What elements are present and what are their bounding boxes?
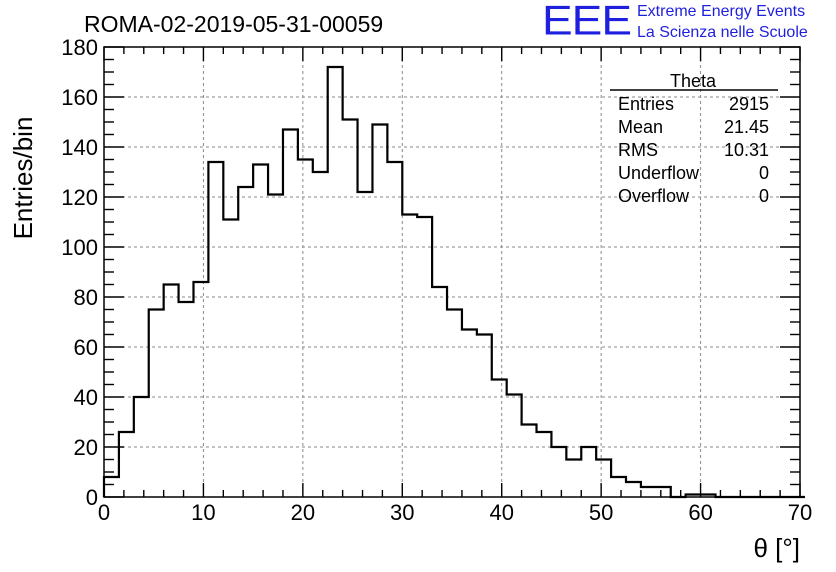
eee-logo: EEE Extreme Energy Events La Scienza nel…: [542, 0, 832, 46]
stats-row-label: Mean: [618, 117, 663, 137]
histogram-bin: [313, 172, 328, 497]
axis-ticks: [103, 46, 801, 498]
histogram-bin: [328, 67, 343, 497]
grid: [104, 47, 800, 497]
histogram-bin: [611, 477, 626, 497]
histogram-bars: [102, 65, 805, 499]
y-tick-label: 160: [61, 85, 98, 110]
histogram-bin: [298, 160, 313, 498]
x-tick-label: 10: [191, 500, 215, 525]
stats-row-label: Underflow: [618, 163, 700, 183]
histogram-bin: [268, 195, 283, 498]
y-tick-label: 80: [74, 285, 98, 310]
x-tick-label: 70: [788, 500, 812, 525]
y-tick-label: 60: [74, 335, 98, 360]
histogram-bin: [149, 310, 164, 498]
stats-row-label: Entries: [618, 94, 674, 114]
histogram-bin: [238, 187, 253, 497]
eee-logo-mark: EEE: [542, 0, 632, 44]
histogram-bin: [164, 285, 179, 498]
stats-row-value: 0: [759, 163, 769, 183]
y-tick-label: 0: [86, 485, 98, 510]
histogram-bin: [358, 192, 373, 497]
y-tick-label: 40: [74, 385, 98, 410]
histogram-bin: [641, 487, 656, 497]
stats-row-value: 2915: [729, 94, 769, 114]
y-tick-label: 120: [61, 185, 98, 210]
y-tick-label: 180: [61, 35, 98, 60]
x-tick-labels: 0 10 20 30 40 50 60 70: [98, 500, 812, 525]
histogram-bin: [417, 217, 432, 497]
x-tick-label: 0: [98, 500, 110, 525]
histogram-bin: [626, 482, 641, 497]
stats-box-rows: Entries 2915 Mean 21.45 RMS 10.31 Underflow 0 Ov…: [618, 94, 769, 206]
y-tick-label: 20: [74, 435, 98, 460]
histogram-bin: [656, 487, 671, 497]
histogram-bin: [596, 460, 611, 498]
stats-box-title: Theta: [670, 71, 717, 91]
histogram-bin: [193, 282, 208, 497]
histogram-bin: [581, 447, 596, 497]
x-axis-label: θ [°]: [753, 533, 800, 563]
histogram-bin: [283, 130, 298, 498]
y-axis-label: Entries/bin: [8, 117, 38, 240]
chart-title: ROMA-02-2019-05-31-00059: [84, 11, 383, 37]
histogram-bin: [537, 432, 552, 497]
histogram-bin: [372, 125, 387, 498]
histogram-bin: [507, 395, 522, 498]
stats-row-value: 21.45: [724, 117, 769, 137]
histogram-bin: [566, 460, 581, 498]
stats-row-label: Overflow: [618, 186, 690, 206]
x-tick-label: 20: [291, 500, 315, 525]
histogram-bin: [208, 162, 223, 497]
histogram-bin: [477, 335, 492, 498]
histogram-bin: [462, 330, 477, 498]
x-tick-label: 40: [489, 500, 513, 525]
x-tick-label: 50: [589, 500, 613, 525]
histogram-outline: [102, 65, 805, 499]
x-tick-label: 30: [390, 500, 414, 525]
histogram-bin: [447, 310, 462, 498]
histogram-bin: [432, 287, 447, 497]
x-tick-label: 60: [688, 500, 712, 525]
histogram-bin: [179, 302, 194, 497]
stats-box: Theta Entries 2915 Mean 21.45 RMS 10.31 Underf…: [610, 71, 778, 206]
y-tick-labels: 0 20 40 60 80 100 120 140 160 180: [61, 35, 98, 510]
logo-line-1: Extreme Energy Events: [637, 3, 806, 20]
histogram-bin: [119, 432, 134, 497]
y-tick-label: 100: [61, 235, 98, 260]
logo-line-2: La Scienza nelle Scuole: [637, 24, 808, 41]
stats-row-value: 10.31: [724, 140, 769, 160]
y-tick-label: 140: [61, 135, 98, 160]
histogram-bin: [223, 220, 238, 498]
stats-row-value: 0: [759, 186, 769, 206]
histogram-bin: [522, 425, 537, 498]
histogram-bin: [402, 215, 417, 498]
histogram-bin: [551, 447, 566, 497]
histogram-bin: [104, 477, 119, 497]
stats-row-label: RMS: [618, 140, 658, 160]
histogram-bin: [343, 120, 358, 498]
